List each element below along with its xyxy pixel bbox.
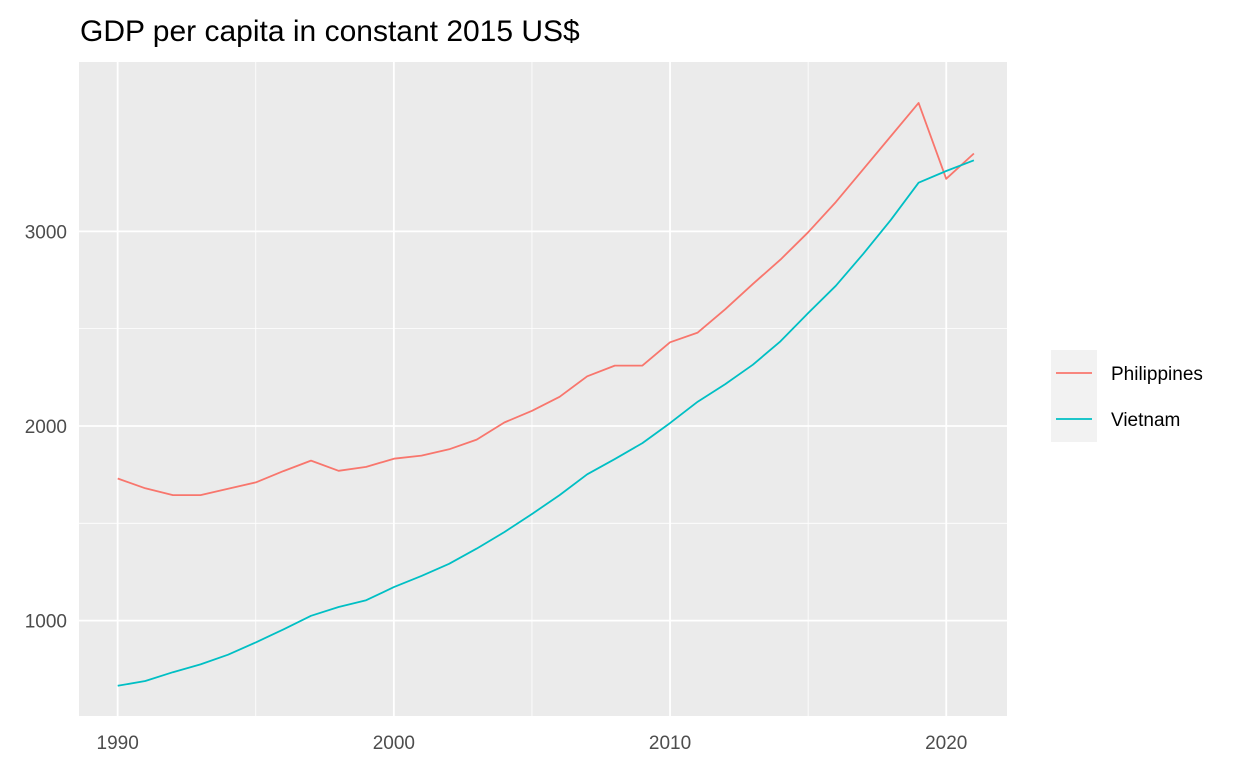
legend-label-philippines: Philippines — [1111, 364, 1203, 385]
x-tick-label: 2020 — [925, 733, 967, 754]
legend-key-background — [1051, 350, 1097, 442]
y-tick-label: 1000 — [25, 612, 67, 633]
y-tick-label: 3000 — [25, 222, 67, 243]
x-tick-label: 2010 — [649, 733, 691, 754]
legend: Philippines Vietnam — [1051, 350, 1203, 442]
series-layer — [117, 102, 975, 687]
x-tick-label: 2000 — [373, 733, 415, 754]
chart-title: GDP per capita in constant 2015 US$ — [80, 15, 580, 48]
x-tick-label: 1990 — [97, 733, 139, 754]
y-tick-label: 2000 — [25, 417, 67, 438]
series-line-philippines — [117, 102, 975, 497]
series-line-vietnam — [117, 159, 975, 687]
axis-tick-labels: 1000 2000 3000 1990 2000 2010 2020 — [25, 222, 968, 754]
legend-label-vietnam: Vietnam — [1111, 410, 1180, 431]
plot-panel — [79, 62, 1007, 716]
